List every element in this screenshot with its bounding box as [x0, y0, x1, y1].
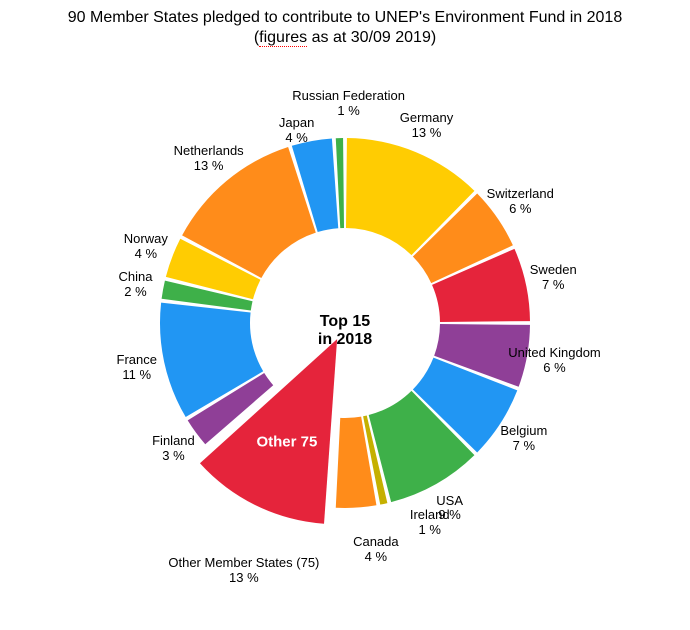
title-line2-suffix: as at 30/09 2019)	[307, 29, 436, 46]
donut-chart: Top 15 in 2018 Germany13 %Switzerland6 %…	[0, 48, 690, 618]
chart-title: 90 Member States pledged to contribute t…	[0, 8, 690, 48]
title-line2-underlined: figures	[259, 29, 307, 47]
title-line1: 90 Member States pledged to contribute t…	[68, 9, 622, 26]
segment-canada	[336, 417, 377, 508]
donut-svg	[0, 48, 690, 618]
